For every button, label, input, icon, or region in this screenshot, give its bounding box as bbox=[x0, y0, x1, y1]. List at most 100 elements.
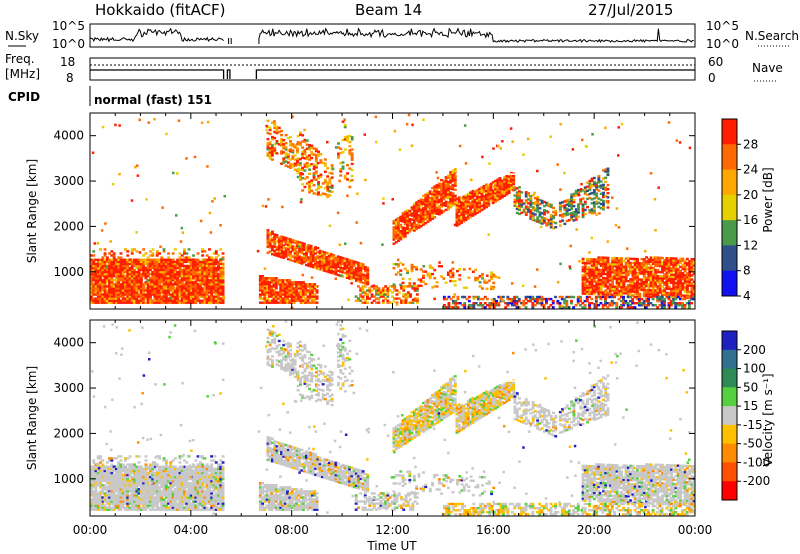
power-cell bbox=[586, 286, 589, 289]
power-cell bbox=[549, 218, 553, 221]
power-cell bbox=[103, 260, 107, 264]
power-cell bbox=[422, 223, 425, 226]
power-cell bbox=[281, 283, 285, 286]
power-cell bbox=[151, 270, 155, 274]
power-cell bbox=[674, 290, 678, 293]
power-cell bbox=[581, 288, 585, 291]
power-cell bbox=[406, 295, 410, 298]
power-cell bbox=[357, 270, 361, 273]
power-cell bbox=[442, 295, 446, 299]
power-cell bbox=[305, 259, 308, 263]
power-cell bbox=[499, 295, 503, 299]
power-cell bbox=[270, 295, 274, 298]
power-cell bbox=[624, 290, 628, 293]
power-cell bbox=[642, 260, 646, 263]
power-cell bbox=[263, 281, 267, 284]
power-cell bbox=[531, 297, 535, 301]
power-cell bbox=[208, 272, 211, 276]
power-cell bbox=[449, 279, 453, 283]
power-cell bbox=[597, 262, 601, 265]
power-cell bbox=[455, 218, 459, 221]
power-cell bbox=[258, 285, 262, 288]
power-cell bbox=[529, 209, 533, 212]
power-cell bbox=[90, 268, 93, 272]
power-cell bbox=[412, 227, 416, 230]
power-cell bbox=[300, 241, 304, 245]
power-cell bbox=[422, 274, 425, 277]
power-cell bbox=[273, 245, 277, 248]
power-cell bbox=[679, 280, 682, 283]
power-cell bbox=[447, 302, 451, 305]
power-cell bbox=[173, 266, 177, 270]
power-cell bbox=[346, 164, 349, 167]
power-cell bbox=[90, 297, 93, 300]
power-cell bbox=[130, 270, 134, 274]
power-cell bbox=[410, 267, 414, 271]
power-cell bbox=[653, 304, 657, 307]
power-cell bbox=[608, 264, 612, 268]
power-cell bbox=[683, 267, 687, 271]
power-cell bbox=[347, 298, 350, 301]
power-cell bbox=[672, 259, 676, 262]
power-cell bbox=[99, 301, 102, 304]
power-cell bbox=[482, 195, 486, 198]
power-cell bbox=[167, 279, 170, 282]
power-cell bbox=[403, 235, 407, 238]
power-cell bbox=[167, 262, 170, 266]
power-cell bbox=[280, 162, 283, 165]
power-cell bbox=[317, 193, 320, 196]
power-cell bbox=[359, 289, 363, 292]
power-cell bbox=[196, 252, 200, 255]
power-cell bbox=[647, 291, 651, 294]
power-cell bbox=[321, 182, 325, 185]
power-cell bbox=[176, 260, 180, 264]
power-cell bbox=[480, 188, 484, 191]
power-cell bbox=[456, 269, 459, 273]
power-cell bbox=[327, 254, 331, 257]
power-cell bbox=[99, 299, 102, 302]
power-cell bbox=[529, 295, 532, 299]
power-cell bbox=[208, 211, 212, 215]
power-cell bbox=[469, 193, 472, 196]
power-cell bbox=[343, 138, 347, 141]
power-cell bbox=[440, 185, 443, 188]
power-cell bbox=[403, 214, 407, 218]
power-cell bbox=[408, 284, 412, 287]
power-cell bbox=[661, 293, 664, 296]
power-cell bbox=[451, 275, 455, 279]
power-cell bbox=[298, 247, 302, 250]
power-cell bbox=[282, 240, 286, 243]
power-cell bbox=[219, 293, 223, 296]
power-cell bbox=[647, 302, 650, 305]
power-cell bbox=[266, 152, 270, 155]
power-cell bbox=[297, 287, 301, 290]
power-cell bbox=[529, 211, 533, 214]
power-cell bbox=[592, 193, 596, 196]
nsky-panel-frame bbox=[89, 23, 696, 48]
power-cell bbox=[424, 203, 428, 206]
power-cell bbox=[308, 289, 312, 292]
power-cell bbox=[663, 281, 667, 284]
power-cell bbox=[203, 297, 207, 300]
power-cell bbox=[604, 302, 607, 305]
power-cell bbox=[679, 296, 682, 299]
power-cell bbox=[590, 282, 594, 285]
power-cell bbox=[588, 211, 592, 214]
power-cell bbox=[326, 183, 330, 186]
power-cell bbox=[599, 302, 603, 305]
power-cell bbox=[302, 285, 305, 288]
power-cell bbox=[283, 291, 287, 294]
power-cell bbox=[139, 283, 143, 286]
power-cell bbox=[214, 299, 218, 302]
power-cell bbox=[180, 258, 184, 261]
power-cell bbox=[426, 216, 430, 219]
power-cell bbox=[124, 266, 127, 270]
power-cell bbox=[311, 247, 315, 250]
power-cell bbox=[101, 260, 105, 264]
power-cell bbox=[663, 297, 666, 301]
power-cell bbox=[647, 299, 650, 303]
power-cell bbox=[602, 191, 605, 195]
power-cell bbox=[457, 220, 461, 224]
power-cell bbox=[151, 291, 155, 294]
power-cell bbox=[690, 302, 694, 305]
